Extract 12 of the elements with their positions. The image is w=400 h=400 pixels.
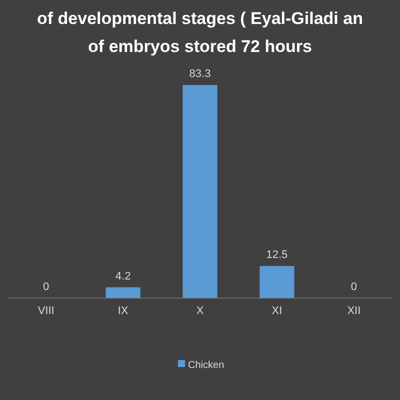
legend-label: Chicken <box>188 360 224 371</box>
x-tick-label: IX <box>118 305 129 318</box>
x-tick-label: XII <box>347 305 361 318</box>
x-tick-label: X <box>196 305 204 318</box>
data-label: 0 <box>350 281 357 293</box>
data-label: 0 <box>43 281 50 293</box>
x-tick-label: XI <box>272 305 282 318</box>
x-tick-label: VIII <box>38 305 54 318</box>
chart-title: of developmental stages ( Eyal-Giladi an of embryos stored 72 hours <box>37 9 363 56</box>
data-label: 83.3 <box>189 68 211 80</box>
data-label: 4.2 <box>115 270 131 282</box>
data-label: 12.5 <box>266 249 288 262</box>
